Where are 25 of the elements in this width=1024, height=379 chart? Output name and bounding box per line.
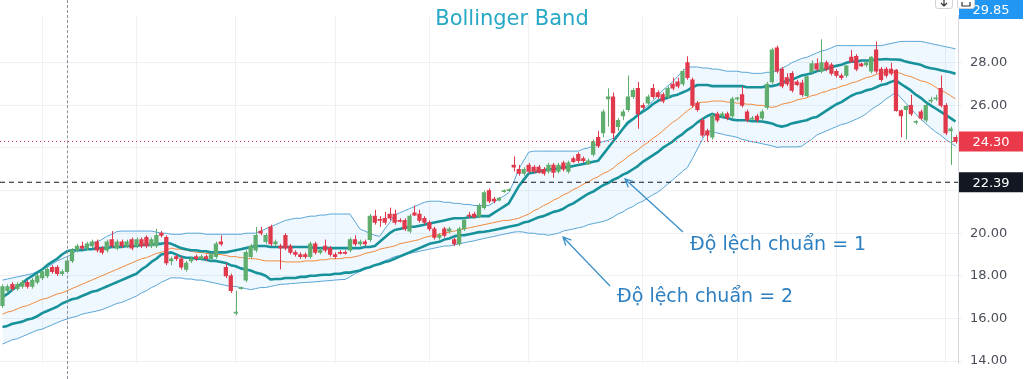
text: 29.85	[959, 0, 1023, 19]
chart-title: Bollinger Band	[435, 6, 589, 30]
candlestick	[804, 74, 809, 98]
y-tick-label: 14.00	[970, 352, 1008, 368]
candlestick	[149, 236, 154, 249]
ref-line-label: 24.30	[972, 133, 1010, 149]
candlestick	[809, 60, 814, 74]
candlestick	[273, 239, 278, 247]
candlestick	[665, 85, 670, 100]
y-tick-label: 18.00	[970, 267, 1008, 283]
ref-line-label: 22.39	[972, 174, 1010, 190]
y-tick-label: 26.00	[970, 96, 1008, 112]
candlestick	[15, 281, 20, 292]
candlestick	[561, 160, 566, 172]
candlestick	[556, 162, 561, 175]
candlestick	[685, 55, 690, 81]
candlestick	[10, 281, 15, 292]
candlestick	[263, 232, 268, 245]
candlestick	[948, 126, 953, 166]
y-tick-label: 16.00	[970, 309, 1008, 325]
annotation: Độ lệch chuẩn = 2	[617, 284, 794, 306]
candlestick	[551, 162, 556, 179]
y-tick-label: 28.00	[970, 54, 1008, 70]
y-tick-label: 20.00	[970, 224, 1008, 240]
annotation: Độ lệch chuẩn = 1	[690, 232, 867, 254]
